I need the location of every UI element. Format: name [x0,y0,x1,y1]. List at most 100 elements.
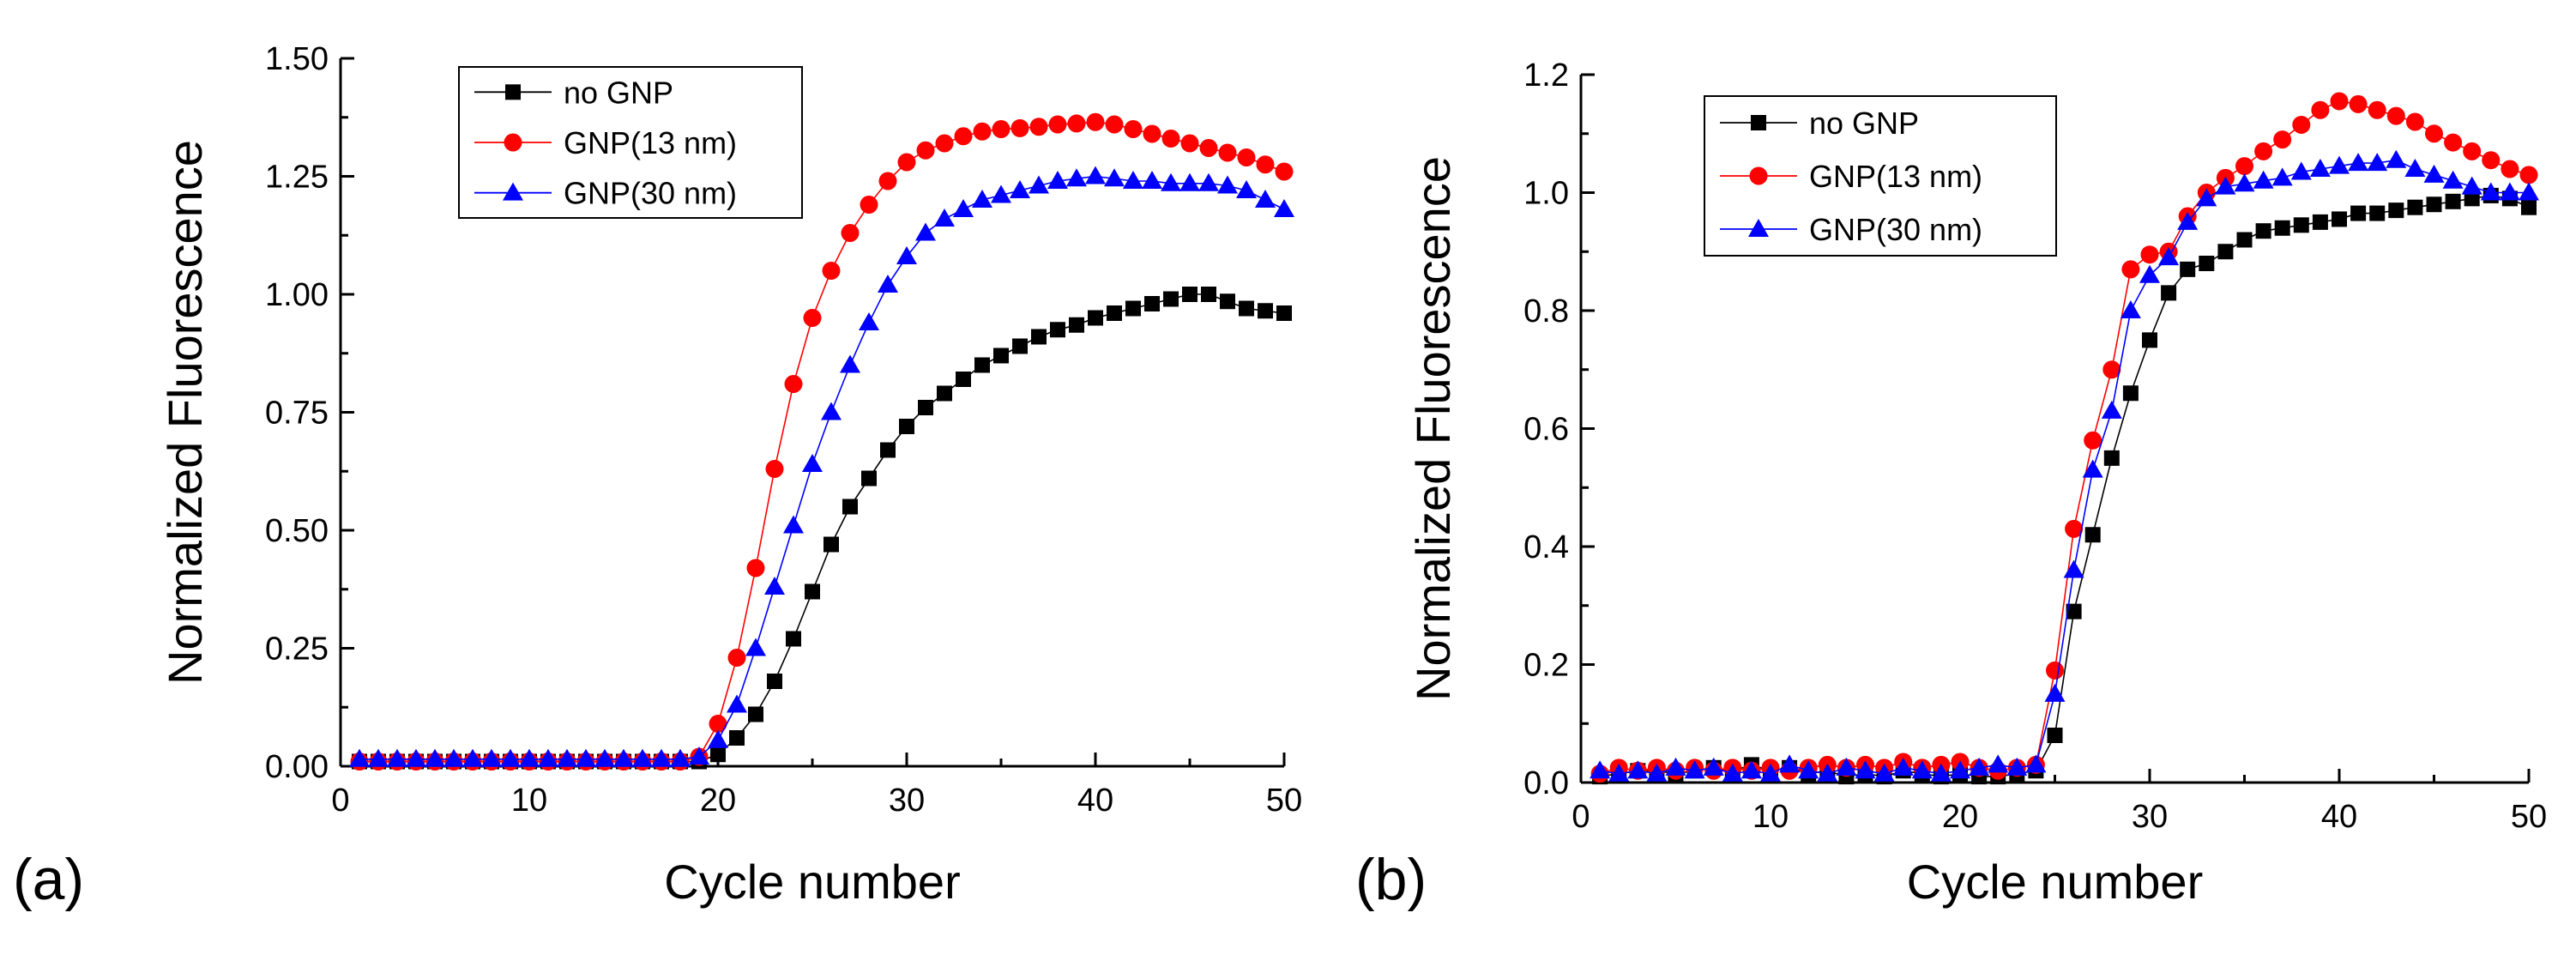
panel-a-data-point [992,120,1010,138]
panel-a-data-point [1069,317,1084,333]
panel-b-data-point [2350,205,2367,221]
panel-b-data-point [2330,92,2349,111]
panel-b-data-point [2292,115,2311,134]
panel-a-label: (a) [13,847,84,912]
panel-a-data-point [841,224,860,242]
panel-a-data-point [784,375,803,393]
panel-a-data-point [462,748,483,767]
panel-b-data-point [2120,300,2141,318]
panel-b-data-point [2349,94,2368,113]
panel-a-y-tick-label: 1.50 [265,41,329,77]
panel-a-x-tick-label: 10 [511,783,547,819]
panel-a-data-point [802,454,823,472]
panel-b-x-tick-label: 30 [2132,799,2168,835]
panel-b-data-point [2501,160,2519,178]
panel-a-data-point [1217,175,1238,194]
panel-b-data-point [2025,754,2047,773]
panel-b-x-tick-label: 20 [1942,799,1978,835]
panel-b-legend-label: no GNP [1809,106,1919,141]
panel-a-data-point [594,748,615,767]
panel-a-data-point [729,730,745,746]
panel-b-data-point [2405,112,2424,131]
panel-b-data-point [2047,728,2063,743]
panel-b-data-point [1760,763,1781,782]
panel-b-data-point [1627,760,1649,779]
panel-b-y-tick-label: 0.8 [1523,293,1569,329]
panel-a-data-point [1105,115,1124,134]
panel-a-data-point [1031,329,1047,345]
panel-b-data-point [1817,763,1838,782]
panel-a-data-point [748,706,763,722]
panel-b-data-point [1590,760,1611,779]
panel-a-legend-marker [505,84,521,100]
panel-a-legend-label: no GNP [564,75,673,110]
panel-b-y-tick-label: 0.0 [1523,765,1569,801]
panel-a-y-tick-label: 0.50 [265,513,329,549]
panel-b-legend-label: GNP(30 nm) [1809,212,1982,247]
panel-b-legend-label: GNP(13 nm) [1809,159,1982,194]
panel-a-ylabel-wrap: Normalized Fluorescence [158,140,212,685]
panel-a-data-point [708,729,728,748]
panel-a-data-point [1067,114,1086,133]
panel-a-x-tick-label: 50 [1266,783,1302,819]
panel-a-data-point [880,442,896,458]
panel-b-data-point [2388,202,2404,219]
panel-a-data-point [519,748,540,767]
panel-a-legend-marker [503,182,523,201]
panel-b-data-point [2234,173,2255,192]
panel-a-data-point [368,748,389,767]
panel-a-x-tick-label: 20 [700,783,736,819]
panel-b-data-point [2082,459,2103,478]
panel-a-data-point [935,134,954,153]
panel-b-xlabel: Cycle number [1907,855,2203,909]
panel-a-data-point [1050,322,1065,338]
panel-a-data-point [1179,172,1200,191]
panel-a-data-point [1142,171,1162,189]
panel-a-data-point [689,746,709,765]
panel-a-data-point [1276,305,1292,321]
panel-b-chart: Normalized Fluorescence Cycle number (b)… [1355,57,2547,912]
panel-b-data-point [2407,199,2423,215]
panel-a-data-point [1123,171,1143,189]
panel-a-data-point [934,209,955,227]
panel-b-data-point [1855,760,1876,779]
panel-a-legend-label: GNP(13 nm) [564,125,737,160]
panel-a-data-point [1275,162,1294,181]
panel-b-data-point [2332,211,2347,227]
panel-b-data-point [2139,264,2160,283]
panel-b-data-point [2180,261,2196,277]
panel-a-data-point [481,748,502,767]
panel-a-data-point [821,402,842,420]
panel-b-data-point [2235,157,2253,176]
panel-a-data-point [803,309,822,327]
panel-b-data-point [2063,559,2084,578]
panel-a-data-point [1274,199,1294,217]
panel-a-legend-marker [504,133,522,152]
panel-a-data-point [1182,287,1198,302]
panel-a-data-point [842,499,858,515]
panel-a-data-point [897,153,916,172]
panel-b-data-point [1703,757,1724,776]
panel-b-data-point [2426,196,2442,213]
panel-a-data-point [1047,171,1068,189]
panel-a-x-tick-label: 0 [331,783,349,819]
panel-b-data-point [2348,153,2369,172]
panel-a-data-point [1258,303,1273,319]
panel-b-data-point [2084,527,2101,543]
panel-a-data-point [953,199,974,217]
panel-b-data-point [2142,332,2157,348]
panel-a-data-point [915,222,936,241]
panel-b-data-point [2271,167,2293,186]
panel-a-data-point [1086,112,1105,131]
panel-a-data-point [993,348,1009,364]
panel-b-ylabel-wrap: Normalized Fluorescence [1406,156,1460,701]
panel-b-data-point [2273,130,2292,149]
panel-b-data-point [2445,193,2461,209]
panel-a-data-point [805,583,820,600]
panel-a-data-point [1237,148,1256,166]
panel-b-data-point [2293,217,2309,233]
panel-a-data-point [1239,300,1254,317]
panel-b-data-point [2084,431,2102,450]
panel-a-data-point [767,674,782,689]
panel-b-legend-marker [1749,166,1768,185]
